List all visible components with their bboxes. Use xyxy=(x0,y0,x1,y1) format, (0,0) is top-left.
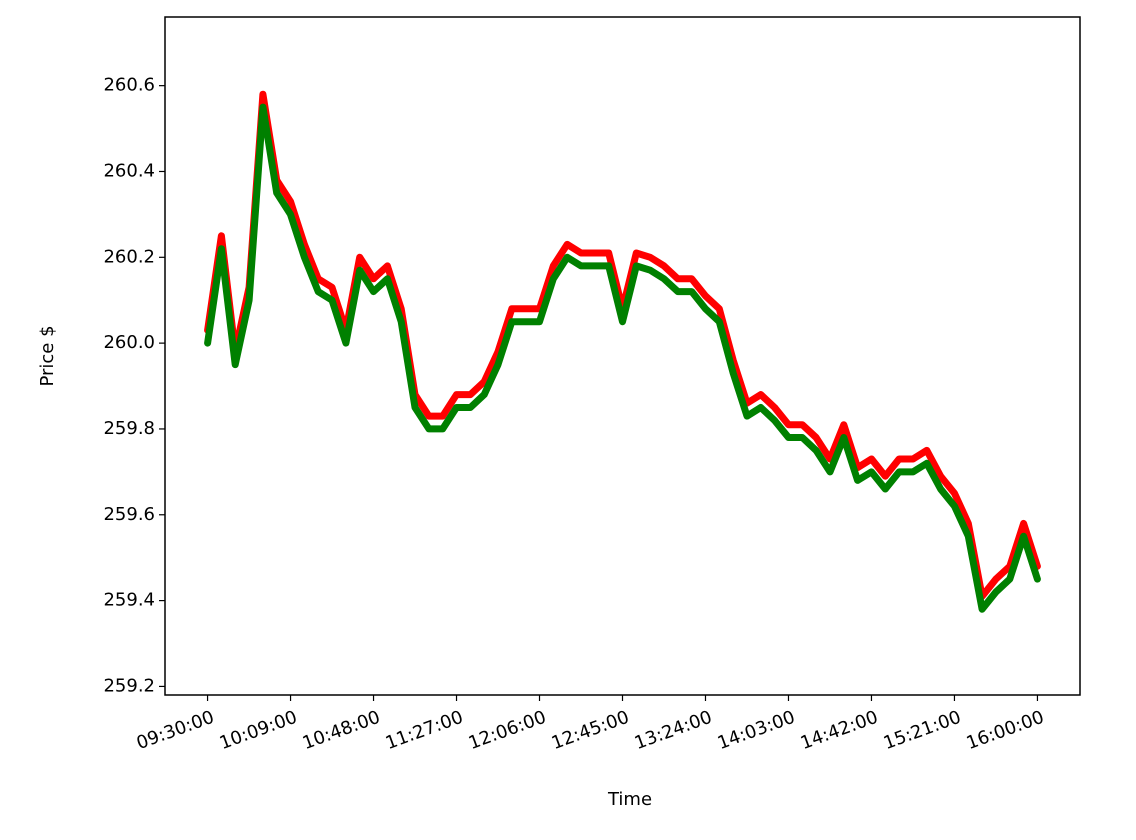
x-tick-label: 15:21:00 xyxy=(881,707,964,754)
x-tick-label: 13:24:00 xyxy=(632,707,715,754)
x-tick-label: 16:00:00 xyxy=(964,707,1047,754)
y-tick-label: 260.2 xyxy=(103,246,155,267)
y-tick-label: 259.2 xyxy=(103,675,155,696)
price-line xyxy=(204,103,1041,613)
y-tick-label: 259.8 xyxy=(103,418,155,439)
y-tick-label: 260.6 xyxy=(103,75,155,96)
x-axis-label: Time xyxy=(607,789,652,810)
x-tick-label: 11:27:00 xyxy=(383,707,466,754)
y-axis-label: Price $ xyxy=(37,325,58,386)
axes-frame xyxy=(164,16,1081,696)
y-tick-label: 259.4 xyxy=(103,590,155,611)
x-tick-label: 10:48:00 xyxy=(300,707,383,754)
y-tick-label: 260.4 xyxy=(103,160,155,181)
price-line xyxy=(204,90,1041,600)
x-tick-label: 14:42:00 xyxy=(798,707,881,754)
x-tick-label: 09:30:00 xyxy=(134,707,217,754)
x-tick-label: 10:09:00 xyxy=(217,707,300,754)
y-tick-label: 260.0 xyxy=(103,332,155,353)
x-tick-label: 14:03:00 xyxy=(715,707,798,754)
y-tick-label: 259.6 xyxy=(103,504,155,525)
x-tick-label: 12:06:00 xyxy=(466,707,549,754)
x-tick-label: 12:45:00 xyxy=(549,707,632,754)
